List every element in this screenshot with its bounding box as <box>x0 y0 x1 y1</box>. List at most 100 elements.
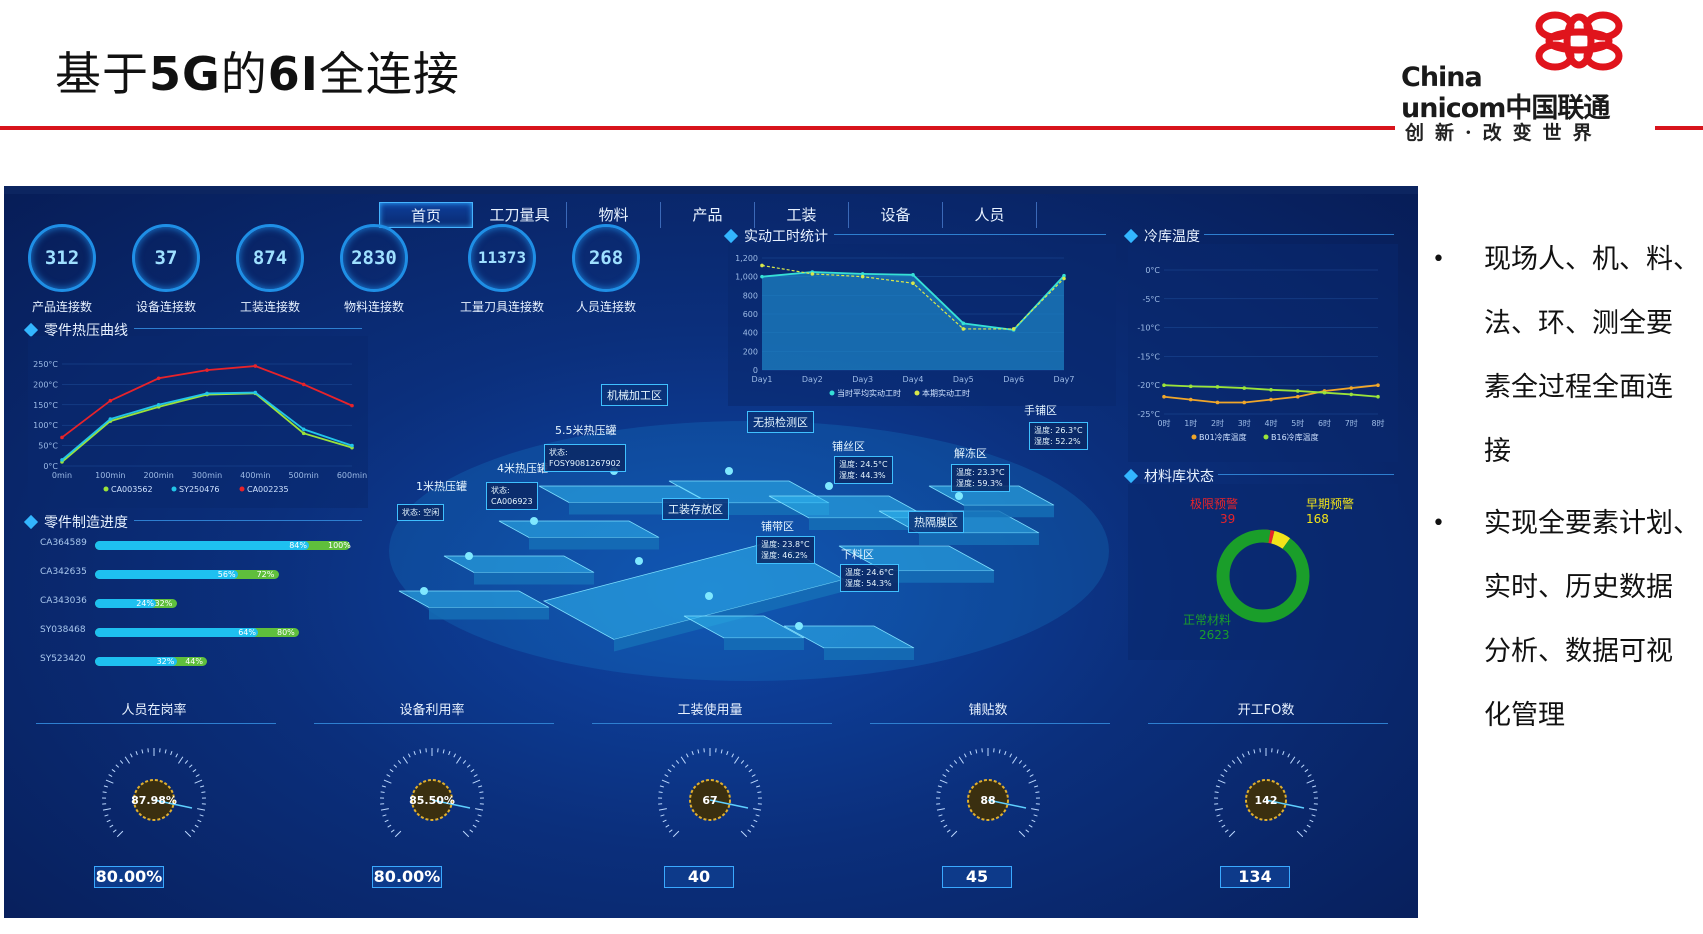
legend-label-SY250476: SY250476 <box>179 485 220 494</box>
gauge-tick <box>104 814 109 817</box>
gauge-tick <box>1217 779 1226 784</box>
gauge-tick <box>1034 785 1039 788</box>
marker-dot-1 <box>465 552 473 560</box>
zone-label-3: 4米热压罐 <box>497 462 548 475</box>
bottom-title-3: 铺贴数 <box>968 703 1008 718</box>
bottom-line <box>36 723 276 724</box>
point-SY250476-2 <box>156 403 161 407</box>
nav-tab-6[interactable]: 人员 <box>943 202 1037 228</box>
gauge-tick <box>381 785 386 788</box>
gauge-tick <box>413 751 416 756</box>
gauge-tick <box>197 808 206 811</box>
section-work-hours-title: 实动工时统计 <box>744 229 828 245</box>
gauge-tick <box>1231 760 1236 764</box>
point-B16冷库温度-6 <box>1322 390 1327 395</box>
zone-info-line2: 湿度: 59.3% <box>956 479 1003 488</box>
y-tick-label: 1,200 <box>735 254 758 263</box>
gauge-dial-2: 67 <box>658 748 762 838</box>
gauge-tick <box>109 824 114 828</box>
x-tick-label: 7时 <box>1345 418 1358 428</box>
gauge-box-value-2: 40 <box>664 866 734 888</box>
gauge-tick <box>936 791 941 793</box>
zone-label-2: 5.5米热压罐 <box>555 424 617 437</box>
counter-4-value: 11373 <box>468 224 536 292</box>
gauge-tick <box>199 814 204 817</box>
section-material: 材料库状态 <box>1123 466 1214 486</box>
x-tick-label: Day3 <box>852 375 873 384</box>
zone-info-box: 温度: 24.5°C 湿度: 44.3% <box>834 456 893 484</box>
title-part: 5G <box>149 47 221 101</box>
point-当时平均实动工时-3 <box>911 273 915 277</box>
gauge-tick <box>1296 760 1301 764</box>
y-tick-label: 200°C <box>33 380 58 389</box>
nav-tab-1[interactable]: 工刀量具 <box>473 202 567 228</box>
point-CA003562-5 <box>301 431 306 436</box>
nav-tab-2[interactable]: 物料 <box>567 202 661 228</box>
gauge-tick <box>750 824 755 828</box>
counter-1-label: 设备连接数 <box>135 300 196 314</box>
gauge-tick <box>197 819 202 823</box>
point-B16冷库温度-0 <box>1162 383 1166 387</box>
x-tick-label: 500min <box>288 471 318 480</box>
gauge-tick <box>1220 774 1225 777</box>
gauge-tick <box>940 819 945 823</box>
gauge-tick <box>998 749 1001 754</box>
gauge-needle <box>1265 799 1305 809</box>
gauge-tick <box>1306 779 1315 784</box>
donut-label-正常材料: 正常材料 <box>1183 613 1231 627</box>
y-tick-label: -5°C <box>1142 295 1160 304</box>
gauge-tick <box>1025 829 1030 833</box>
gauge-center-value: 87.98% <box>131 794 177 807</box>
gauge-tick <box>141 749 144 754</box>
marker-dot-2 <box>530 517 538 525</box>
y-tick-label: 200 <box>743 347 758 356</box>
section-line <box>1218 474 1394 475</box>
progress-fill-bar <box>95 541 310 550</box>
nav-tab-4[interactable]: 工装 <box>755 202 849 228</box>
gauge-tick <box>740 760 745 764</box>
area-fill-当时平均实动工时 <box>762 272 1064 370</box>
bullet-text: 现场人、机、料、 <box>1484 244 1700 275</box>
nav-tab-0[interactable]: 首页 <box>379 202 473 228</box>
point-当时平均实动工时-6 <box>1062 273 1066 278</box>
slab-55m <box>498 520 660 550</box>
gauge-tick <box>102 791 107 793</box>
point-CA002235-4 <box>253 364 258 368</box>
zone-info-line2: 湿度: 44.3% <box>839 471 886 480</box>
gauge-tick <box>102 808 111 811</box>
point-B16冷库温度-1 <box>1188 384 1193 389</box>
legend-swatch-当时平均实动工时 <box>829 390 835 396</box>
nav-tab-5[interactable]: 设备 <box>849 202 943 228</box>
bullet-line: • 实现全要素计划、 <box>1428 492 1703 556</box>
gauge-tick <box>953 760 958 764</box>
gauge-box-value-1: 80.00% <box>372 866 442 888</box>
donut-slice-正常材料 <box>1216 529 1310 623</box>
progress-row: CA364589 84% 100% <box>40 538 360 552</box>
gauge-tick <box>939 779 948 784</box>
gauge-tick <box>201 791 206 793</box>
nav-tab-3[interactable]: 产品 <box>661 202 755 228</box>
gauge-tick <box>731 753 735 758</box>
gauge-tick <box>1309 808 1318 811</box>
zone-info-box: 温度: 26.3°C 湿度: 52.2% <box>1029 422 1088 450</box>
gauge-tick <box>472 779 481 784</box>
gauge-tick <box>106 819 111 823</box>
x-tick-label: 6时 <box>1318 418 1331 428</box>
gauge-tick <box>1022 764 1027 768</box>
x-tick-label: Day5 <box>953 375 974 384</box>
point-B16冷库温度-4 <box>1269 388 1273 392</box>
section-progress: 零件制造进度 <box>23 512 128 532</box>
gauge-tick <box>394 830 402 838</box>
point-SY250476-3 <box>205 391 209 396</box>
gauge-tick <box>753 819 758 823</box>
gauge-tick <box>1304 769 1309 773</box>
gauge-tick <box>448 751 451 756</box>
gauge-tick <box>1029 774 1034 777</box>
bullet-text: 法、环、测全要 <box>1484 308 1673 339</box>
x-tick-label: 0时 <box>1157 418 1170 428</box>
gauge-box-value-4: 134 <box>1220 866 1290 888</box>
slab-side <box>824 648 914 660</box>
gauge-tick <box>191 829 196 833</box>
